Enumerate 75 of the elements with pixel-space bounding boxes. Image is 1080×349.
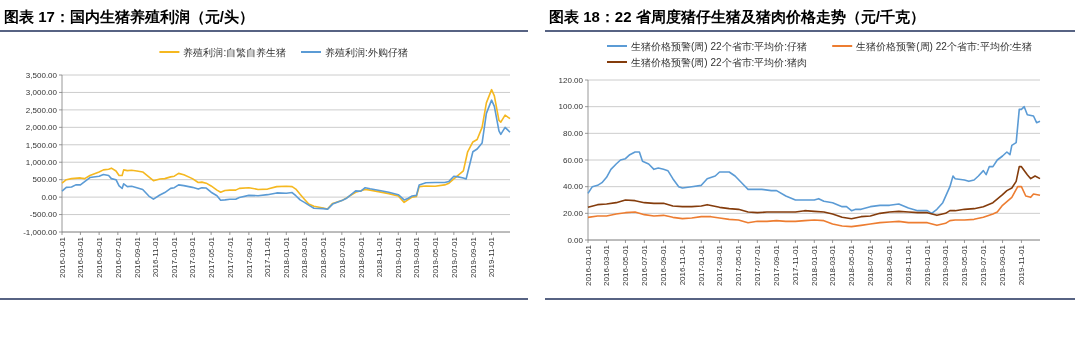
y-tick-label: 0.00 [41, 192, 58, 202]
x-tick-label: 2016-09-01 [132, 236, 142, 278]
x-tick-label: 2016-07-01 [640, 244, 650, 286]
x-tick-label: 2017-07-01 [753, 244, 763, 286]
x-tick-label: 2019-03-01 [412, 236, 422, 278]
x-tick-label: 2018-07-01 [866, 244, 876, 286]
y-tick-label: 1,000.00 [25, 158, 58, 168]
y-tick-label: -1,000.00 [23, 227, 58, 237]
line-series [587, 165, 1041, 220]
x-tick-label: 2018-01-01 [282, 236, 292, 278]
x-tick-label: 2017-11-01 [791, 244, 801, 286]
x-tick-label: 2016-07-01 [113, 236, 123, 278]
x-tick-label: 2016-11-01 [151, 236, 161, 278]
x-tick-label: 2019-01-01 [394, 236, 404, 278]
chart-title: 图表 18：22 省周度猪仔生猪及猪肉价格走势（元/千克） [549, 8, 925, 25]
x-tick-label: 2019-05-01 [960, 244, 970, 286]
x-tick-label: 2016-01-01 [57, 236, 67, 278]
x-tick-label: 2016-05-01 [94, 236, 104, 278]
x-tick-label: 2018-11-01 [375, 236, 385, 278]
x-tick-label: 2018-11-01 [904, 244, 914, 286]
x-tick-label: 2019-11-01 [1017, 244, 1027, 286]
x-tick-label: 2018-07-01 [337, 236, 347, 278]
y-tick-label: -500.00 [29, 210, 58, 220]
x-tick-label: 2018-03-01 [828, 244, 838, 286]
y-tick-label: 100.00 [558, 102, 584, 112]
legend-label: 生猪价格预警(周) 22个省市:平均价:生猪 [856, 40, 1033, 52]
x-tick-label: 2019-09-01 [998, 244, 1008, 286]
legend-label: 养殖利润:自繁自养生猪 [183, 46, 287, 58]
x-tick-label: 2019-07-01 [979, 244, 989, 286]
x-tick-label: 2019-03-01 [941, 244, 951, 286]
x-tick-label: 2018-01-01 [810, 244, 820, 286]
line-series [587, 185, 1041, 228]
x-tick-label: 2019-05-01 [430, 236, 440, 278]
legend-label: 生猪价格预警(周) 22个省市:平均价:猪肉 [631, 56, 808, 68]
x-tick-label: 2017-03-01 [188, 236, 198, 278]
x-tick-label: 2016-11-01 [678, 244, 688, 286]
x-tick-label: 2018-03-01 [300, 236, 310, 278]
chart-title: 图表 17：国内生猪养殖利润（元/头） [4, 8, 255, 25]
x-tick-label: 2018-09-01 [356, 236, 366, 278]
x-tick-label: 2019-01-01 [923, 244, 933, 286]
x-tick-label: 2017-03-01 [715, 244, 725, 286]
x-tick-label: 2017-11-01 [263, 236, 273, 278]
line-series [587, 105, 1041, 215]
y-tick-label: 500.00 [32, 175, 58, 185]
y-tick-label: 2,500.00 [25, 105, 58, 115]
x-tick-label: 2017-05-01 [734, 244, 744, 286]
x-tick-label: 2017-09-01 [244, 236, 254, 278]
y-tick-label: 20.00 [562, 209, 584, 219]
y-tick-label: 3,500.00 [25, 70, 58, 80]
x-tick-label: 2019-09-01 [468, 236, 478, 278]
x-tick-label: 2018-05-01 [847, 244, 857, 286]
x-tick-label: 2016-03-01 [76, 236, 86, 278]
x-tick-label: 2017-01-01 [170, 236, 180, 278]
y-tick-label: 120.00 [558, 75, 584, 85]
x-tick-label: 2018-05-01 [318, 236, 328, 278]
x-tick-label: 2017-05-01 [206, 236, 216, 278]
y-tick-label: 60.00 [562, 155, 584, 165]
legend-label: 养殖利润:外购仔猪 [325, 46, 408, 58]
y-tick-label: 2,000.00 [25, 123, 58, 133]
y-tick-label: 40.00 [562, 182, 584, 192]
y-tick-label: 80.00 [562, 129, 584, 139]
x-tick-label: 2019-07-01 [449, 236, 459, 278]
legend-label: 生猪价格预警(周) 22个省市:平均价:仔猪 [631, 40, 808, 52]
x-tick-label: 2017-09-01 [772, 244, 782, 286]
x-tick-label: 2017-01-01 [697, 244, 707, 286]
x-tick-label: 2018-09-01 [885, 244, 895, 286]
x-tick-label: 2016-09-01 [659, 244, 669, 286]
y-tick-label: 3,000.00 [25, 88, 58, 98]
x-tick-label: 2017-07-01 [225, 236, 235, 278]
x-tick-label: 2016-03-01 [602, 244, 612, 286]
x-tick-label: 2019-11-01 [487, 236, 497, 278]
x-tick-label: 2016-01-01 [583, 244, 593, 286]
y-tick-label: 1,500.00 [25, 140, 58, 150]
x-tick-label: 2016-05-01 [621, 244, 631, 286]
y-tick-label: 0.00 [567, 235, 584, 245]
